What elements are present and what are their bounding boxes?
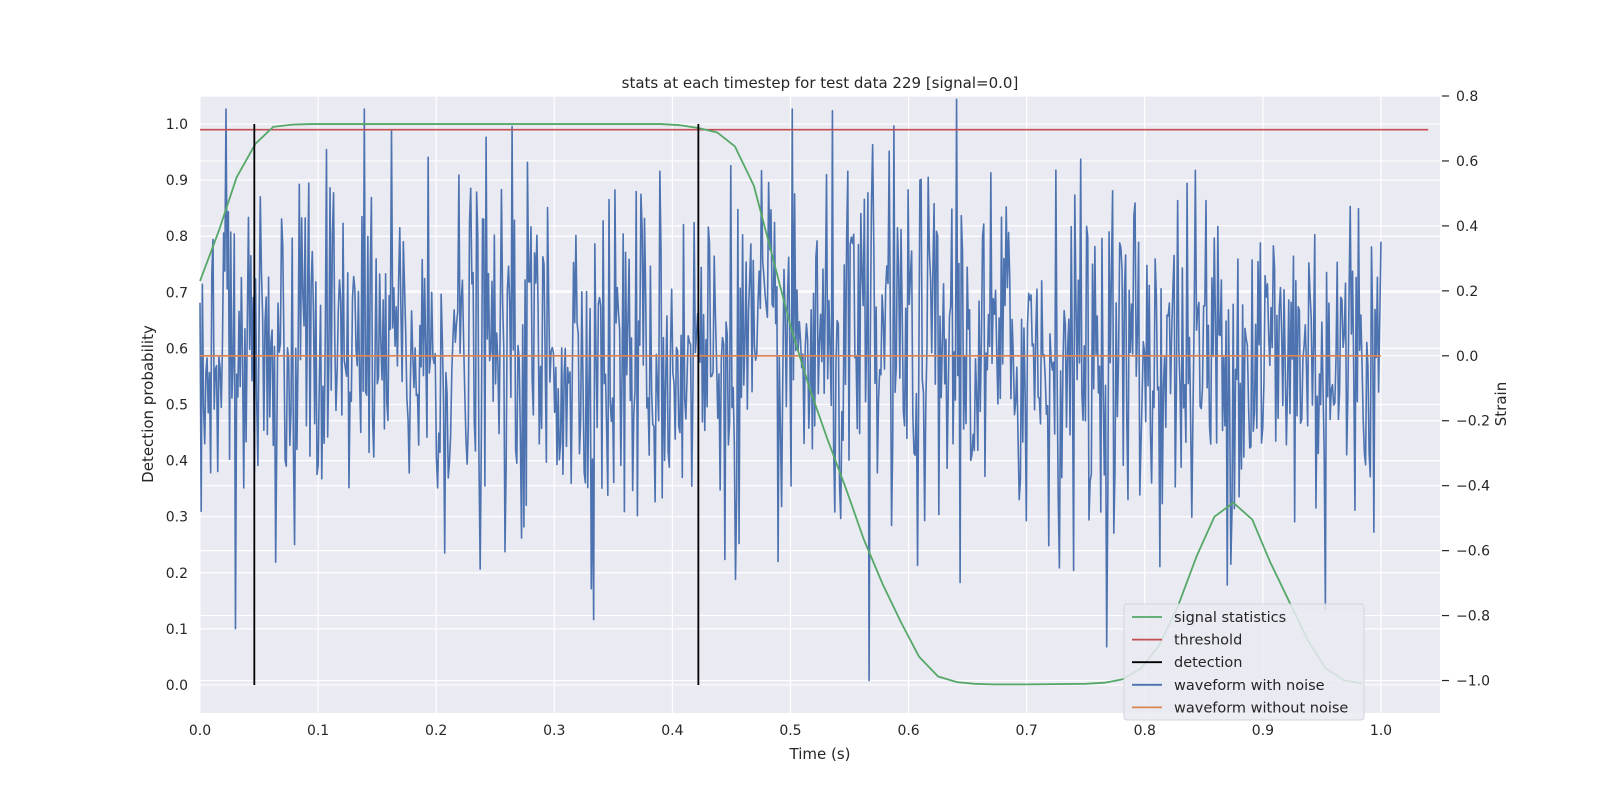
- y-tick-label-3: 0.3: [166, 510, 188, 526]
- x-axis-label: Time (s): [789, 745, 851, 763]
- series-signal-statistics: [199, 123, 1363, 686]
- x-tick-label-2: 0.2: [425, 723, 447, 739]
- noise-layer: [199, 98, 1382, 682]
- y2-tick-label-6: 0.2: [1456, 284, 1478, 300]
- x-tick-label-1: 0.1: [307, 723, 329, 739]
- y-tick-label-2: 0.2: [166, 566, 188, 582]
- x-tick-label-3: 0.3: [543, 723, 565, 739]
- y2-tick-label-7: 0.4: [1456, 219, 1478, 235]
- y-tick-label-9: 0.9: [166, 173, 188, 189]
- y2-tick-label-8: 0.6: [1456, 154, 1478, 170]
- y-tick-label-7: 0.7: [166, 285, 188, 301]
- y2-tick-label-3: −0.4: [1456, 479, 1490, 495]
- legend-label-waveform-without-noise: waveform without noise: [1174, 700, 1348, 716]
- y2-tick-label-0: −1.0: [1456, 674, 1490, 690]
- y2-tick-label-5: 0.0: [1456, 349, 1478, 365]
- legend-label-waveform-with-noise: waveform with noise: [1174, 678, 1325, 694]
- legend: signal statistics threshold detection wavef…: [1123, 603, 1365, 721]
- x-tick-label-0: 0.0: [189, 723, 211, 739]
- y-tick-label-1: 0.1: [166, 622, 188, 638]
- y-tick-label-6: 0.6: [166, 341, 188, 357]
- y-tick-label-8: 0.8: [166, 229, 188, 245]
- y-tick-label-5: 0.5: [166, 398, 188, 414]
- x-tick-label-9: 0.9: [1252, 723, 1274, 739]
- x-tick-label-8: 0.8: [1134, 723, 1156, 739]
- legend-label-signal-statistics: signal statistics: [1174, 610, 1286, 626]
- legend-label-detection: detection: [1174, 655, 1242, 671]
- x-tick-label-4: 0.4: [661, 723, 683, 739]
- y2-axis-label: Strain: [1492, 382, 1510, 426]
- x-tick-label-6: 0.6: [897, 723, 919, 739]
- y-tick-label-0: 0.0: [166, 678, 188, 694]
- legend-label-threshold: threshold: [1174, 633, 1242, 649]
- y-tick-label-4: 0.4: [166, 454, 188, 470]
- chart-title: stats at each timestep for test data 229…: [622, 74, 1019, 92]
- y2-tick-label-1: −0.8: [1456, 609, 1490, 625]
- x-tick-label-10: 1.0: [1370, 723, 1392, 739]
- y-tick-label-10: 1.0: [166, 117, 188, 133]
- series-waveform-with-noise: [199, 98, 1382, 682]
- x-tick-label-5: 0.5: [779, 723, 801, 739]
- legend-box: [1123, 603, 1365, 721]
- ticks: 0.0 0.1 0.2 0.3 0.4 0.5 0.6 0.7 0.8 0.9 1.0 0.0 0.1 0…: [166, 89, 1490, 739]
- y2-tick-label-9: 0.8: [1456, 89, 1478, 105]
- y-axis-label: Detection probability: [139, 325, 157, 483]
- series-layer: [199, 123, 1429, 686]
- y2-tick-label-4: −0.2: [1456, 414, 1490, 430]
- y2-tick-label-2: −0.6: [1456, 544, 1490, 560]
- x-tick-label-7: 0.7: [1016, 723, 1038, 739]
